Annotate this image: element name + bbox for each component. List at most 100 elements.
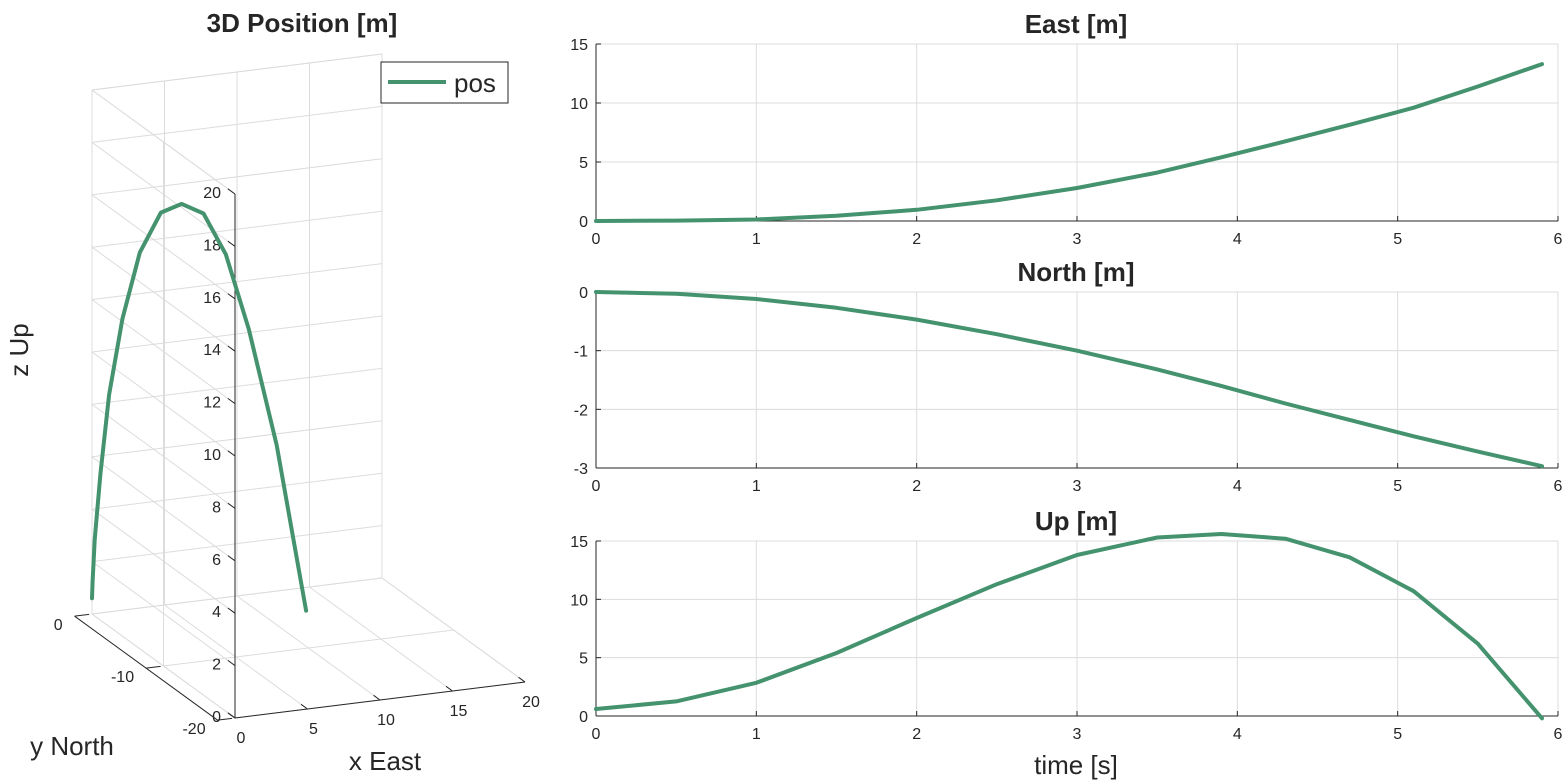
x-tick [228,712,236,719]
north-title: North [m] [1018,257,1135,287]
east-y-tick-label: 0 [579,214,588,231]
y-tick-label: -10 [111,669,134,686]
position-3d-title: 3D Position [m] [207,8,398,38]
east-x-tick-label: 6 [1554,231,1563,248]
x-tick-labels: 0 5 10 15 20 [237,694,540,747]
legend: pos [380,61,509,104]
x-tick [373,694,381,701]
z-tick-label: 4 [212,604,221,621]
z-tick-label: 6 [212,552,221,569]
position-3d-grid [91,53,526,719]
time-axis-label: time [s] [1034,750,1118,780]
z-tick [227,293,236,300]
east-x-tick-labels: 0 1 2 3 4 5 6 [592,231,1563,248]
x-tick-label: 15 [450,703,468,720]
z-tick-label: 16 [203,290,221,307]
up-y-tick-label: 5 [579,651,588,668]
x-tick-label: 20 [522,694,540,711]
z-tick [227,188,236,195]
north-x-tick-label: 1 [752,478,761,495]
y-tick-labels: 0 -10 -20 [54,617,206,738]
x-tick [445,685,453,692]
x-tick [518,676,526,683]
up-title: Up [m] [1035,506,1117,536]
up-grid [595,540,1559,717]
legend-entry: pos [454,68,496,98]
up-x-tick-label: 5 [1393,726,1402,743]
z-tick [227,397,236,405]
north-chart: 0 1 2 3 4 5 6 0 -1 -2 -3 North [m] [574,257,1563,495]
x-tick-label: 10 [377,712,395,729]
north-grid [595,291,1559,469]
position-3d-axes [74,188,526,721]
y-tick-label: 0 [54,617,63,634]
up-x-tick-label: 0 [592,726,601,743]
up-y-tick-label: 15 [570,534,588,551]
floor-y-gridline [91,577,383,615]
pos-trajectory-line [90,201,309,613]
east-x-tick-label: 2 [912,231,921,248]
z-tick-label: 2 [212,657,221,674]
box-edge [91,53,383,91]
z-axis-label: z Up [4,323,34,376]
north-x-tick-label: 6 [1554,478,1563,495]
z-tick [227,555,236,562]
east-y-tick-label: 15 [570,37,588,54]
east-x-tick-label: 3 [1073,231,1082,248]
east-x-tick-label: 4 [1233,231,1242,248]
up-x-tick-label: 6 [1554,726,1563,743]
y-tick [146,665,161,669]
east-chart: 0 1 2 3 4 5 6 0 5 10 15 East [m] [570,9,1562,248]
up-x-tick-label: 3 [1073,726,1082,743]
north-x-tick-label: 4 [1233,478,1242,495]
y-axis-label: y North [30,731,114,761]
east-y-tick-label: 5 [579,155,588,172]
east-line [594,62,1544,223]
up-y-tick-labels: 0 5 10 15 [570,534,588,726]
z-tick [227,240,236,247]
z-tick-label: 0 [212,709,221,726]
z-tick [227,345,236,352]
up-x-tick-label: 1 [752,726,761,743]
up-y-tick-label: 0 [579,709,588,726]
y-tick [217,717,233,721]
z-tick-label: 20 [203,185,221,202]
floor-y-gridline [163,629,454,667]
north-axes [595,291,1559,469]
north-x-tick-label: 5 [1393,478,1402,495]
z-tick [227,450,236,457]
z-tick-label: 12 [203,395,221,412]
north-line [594,290,1544,469]
y-tick [74,613,90,617]
z-tick-label: 10 [203,447,221,464]
up-y-tick-label: 10 [570,592,588,609]
north-y-tick-labels: 0 -1 -2 -3 [574,285,588,478]
z-tick [227,502,236,509]
east-title: East [m] [1025,9,1128,39]
up-x-tick-label: 2 [912,726,921,743]
up-axes [595,540,1559,717]
north-x-tick-label: 2 [912,478,921,495]
north-y-tick-label: -2 [574,402,588,419]
east-x-tick-label: 1 [752,231,761,248]
north-y-tick-label: -3 [574,461,588,478]
north-x-tick-label: 0 [592,478,601,495]
z-tick-label: 14 [203,342,221,359]
x-tick-label: 5 [309,721,318,738]
y-tick-label: -20 [182,721,205,738]
east-x-tick-label: 5 [1393,231,1402,248]
x-tick [300,703,308,710]
north-x-tick-labels: 0 1 2 3 4 5 6 [592,478,1563,495]
x-axis-label: x East [349,746,422,776]
up-chart: 0 1 2 3 4 5 6 0 5 10 15 Up [m] time [s] [570,506,1562,780]
z-tick [227,659,236,667]
east-x-tick-label: 0 [592,231,601,248]
box-edge [381,577,526,683]
up-x-tick-label: 4 [1233,726,1242,743]
east-y-tick-label: 10 [570,96,588,113]
east-y-tick-labels: 0 5 10 15 [570,37,588,231]
east-grid [595,43,1559,222]
